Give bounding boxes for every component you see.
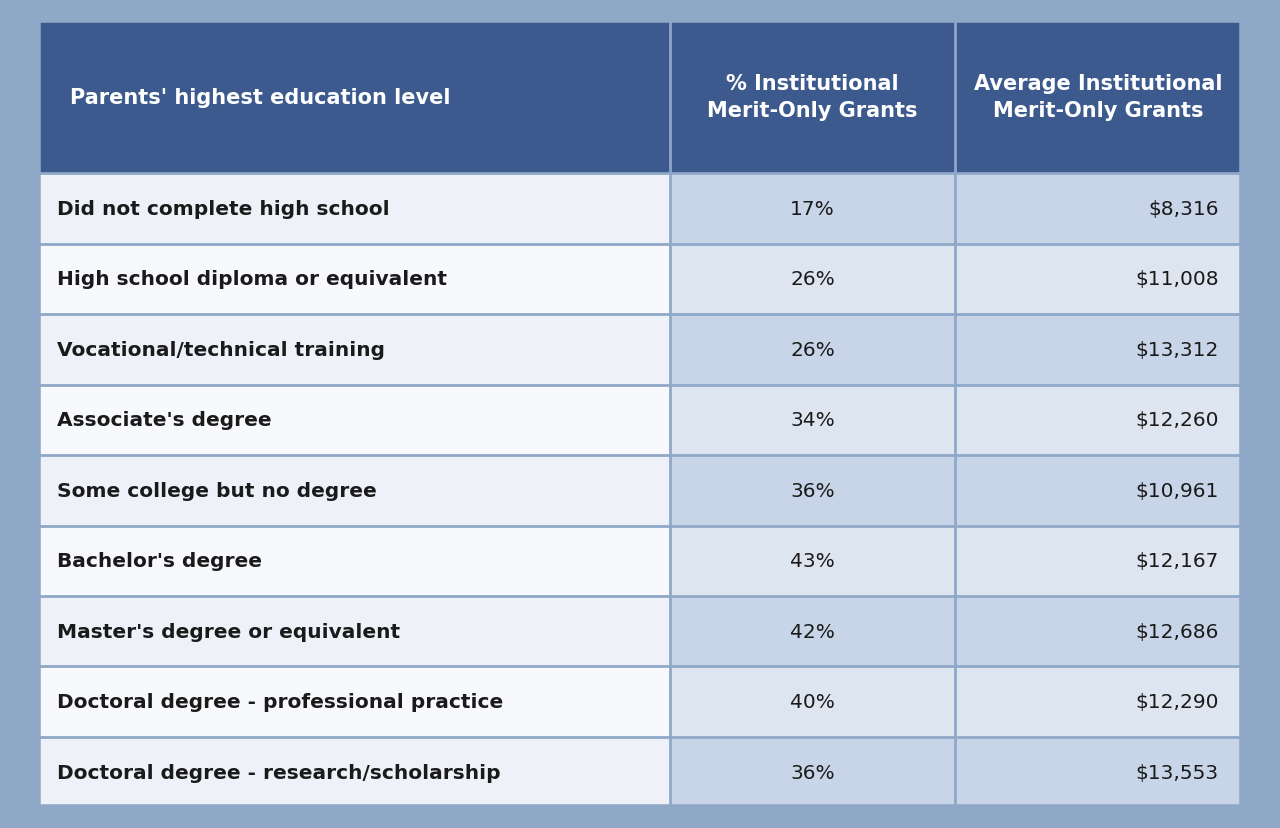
Text: $12,290: $12,290 <box>1135 692 1219 711</box>
Text: 26%: 26% <box>790 340 835 359</box>
Text: Did not complete high school: Did not complete high school <box>58 200 390 219</box>
Text: Doctoral degree - research/scholarship: Doctoral degree - research/scholarship <box>58 763 500 782</box>
Bar <box>955 526 1242 596</box>
Bar <box>955 21 1242 174</box>
Bar <box>671 174 955 244</box>
Bar <box>671 596 955 667</box>
Text: Doctoral degree - professional practice: Doctoral degree - professional practice <box>58 692 503 711</box>
Text: Average Institutional
Merit-Only Grants: Average Institutional Merit-Only Grants <box>974 75 1222 121</box>
Bar <box>38 244 671 315</box>
Bar <box>38 737 671 807</box>
Text: 43%: 43% <box>790 551 835 570</box>
Bar <box>38 455 671 526</box>
Bar <box>38 315 671 385</box>
Bar <box>671 21 955 174</box>
Bar <box>671 737 955 807</box>
Bar <box>671 244 955 315</box>
Bar <box>671 667 955 737</box>
Text: $13,553: $13,553 <box>1135 763 1219 782</box>
Text: Parents' highest education level: Parents' highest education level <box>70 88 451 108</box>
Text: Master's degree or equivalent: Master's degree or equivalent <box>58 622 401 641</box>
Text: 36%: 36% <box>790 763 835 782</box>
Bar <box>955 315 1242 385</box>
Text: Bachelor's degree: Bachelor's degree <box>58 551 262 570</box>
Text: Some college but no degree: Some college but no degree <box>58 481 378 500</box>
Text: $13,312: $13,312 <box>1135 340 1219 359</box>
Text: $12,260: $12,260 <box>1135 411 1219 430</box>
Bar <box>38 21 671 174</box>
Text: 40%: 40% <box>790 692 835 711</box>
Bar <box>38 667 671 737</box>
Bar <box>955 455 1242 526</box>
Bar <box>671 385 955 455</box>
Bar <box>671 526 955 596</box>
Bar <box>38 174 671 244</box>
Text: 36%: 36% <box>790 481 835 500</box>
Bar <box>955 385 1242 455</box>
Text: 42%: 42% <box>790 622 835 641</box>
Text: $8,316: $8,316 <box>1148 200 1219 219</box>
Text: 17%: 17% <box>790 200 835 219</box>
Bar <box>955 174 1242 244</box>
Bar <box>671 315 955 385</box>
Bar <box>955 667 1242 737</box>
Bar <box>671 455 955 526</box>
Text: $10,961: $10,961 <box>1135 481 1219 500</box>
Bar <box>38 526 671 596</box>
Bar <box>38 596 671 667</box>
Text: $11,008: $11,008 <box>1135 270 1219 289</box>
Text: Associate's degree: Associate's degree <box>58 411 271 430</box>
Bar <box>38 385 671 455</box>
Text: Vocational/technical training: Vocational/technical training <box>58 340 385 359</box>
Text: 34%: 34% <box>790 411 835 430</box>
Bar <box>955 737 1242 807</box>
Bar <box>955 596 1242 667</box>
Text: % Institutional
Merit-Only Grants: % Institutional Merit-Only Grants <box>708 75 918 121</box>
Text: High school diploma or equivalent: High school diploma or equivalent <box>58 270 447 289</box>
Bar <box>955 244 1242 315</box>
Text: $12,167: $12,167 <box>1135 551 1219 570</box>
Text: 26%: 26% <box>790 270 835 289</box>
Text: $12,686: $12,686 <box>1135 622 1219 641</box>
